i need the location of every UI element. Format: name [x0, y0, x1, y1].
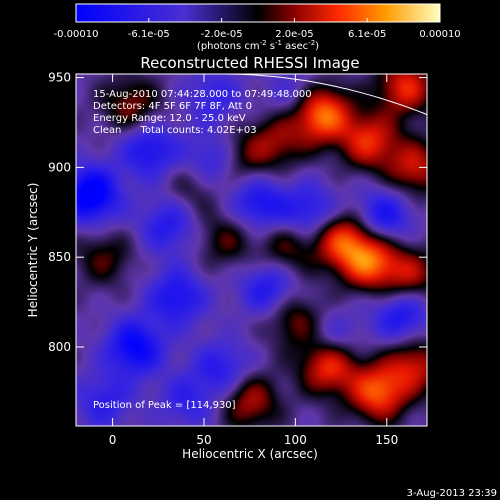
colorbar: -0.00010 -6.1e-05 -2.0e-05 2.0e-05 6.1e-05 0.… — [54, 3, 461, 52]
colorbar-tick-label: 6.1e-05 — [348, 29, 386, 40]
y-tick-labels: 800 850 900 950 — [48, 71, 71, 354]
annotation-peak-position: Position of Peak = [114,930] — [93, 400, 236, 411]
plot-frame — [75, 73, 428, 427]
x-tick-labels: 0 50 100 150 — [109, 433, 398, 447]
x-tick-label: 50 — [196, 433, 211, 447]
annotation-block: 15-Aug-2010 07:44:28.000 to 07:49:48.000… — [93, 89, 312, 136]
y-tick-label: 900 — [48, 160, 71, 174]
annotation-clean-counts: Clean Total counts: 4.02E+03 — [93, 125, 257, 136]
colorbar-tick-label: -6.1e-05 — [128, 29, 170, 40]
colorbar-unit-label: (photons cm-2 s-1 asec-2) — [197, 39, 319, 52]
heatmap-image — [76, 74, 427, 426]
annotation-energy-range: Energy Range: 12.0 - 25.0 keV — [93, 113, 246, 124]
footer-timestamp: 3-Aug-2013 23:39 — [407, 488, 497, 499]
chart-title: Reconstructed RHESSI Image — [140, 54, 359, 72]
x-axis-label: Heliocentric X (arcsec) — [182, 447, 318, 461]
y-tick-label: 800 — [48, 340, 71, 354]
colorbar-tick-label: 2.0e-05 — [275, 29, 313, 40]
colorbar-tick-label: 0.00010 — [419, 29, 460, 40]
y-axis-label: Heliocentric Y (arcsec) — [26, 183, 40, 318]
colorbar-tick-label: -2.0e-05 — [201, 29, 243, 40]
annotation-detectors: Detectors: 4F 5F 6F 7F 8F, Att 0 — [93, 101, 252, 112]
solar-limb-line — [222, 74, 427, 116]
y-tick-label: 950 — [48, 71, 71, 85]
x-tick-label: 150 — [375, 433, 398, 447]
x-tick-label: 0 — [109, 433, 117, 447]
annotation-time-range: 15-Aug-2010 07:44:28.000 to 07:49:48.000 — [93, 89, 312, 100]
plot-area — [75, 73, 428, 427]
colorbar-tick-labels: -0.00010 -6.1e-05 -2.0e-05 2.0e-05 6.1e-05 0.… — [54, 29, 461, 40]
x-tick-label: 100 — [284, 433, 307, 447]
colorbar-gradient — [75, 3, 441, 23]
y-tick-label: 850 — [48, 250, 71, 264]
colorbar-tick-label: -0.00010 — [54, 29, 99, 40]
axis-ticks — [76, 74, 427, 426]
colorbar-ticks — [75, 18, 441, 22]
